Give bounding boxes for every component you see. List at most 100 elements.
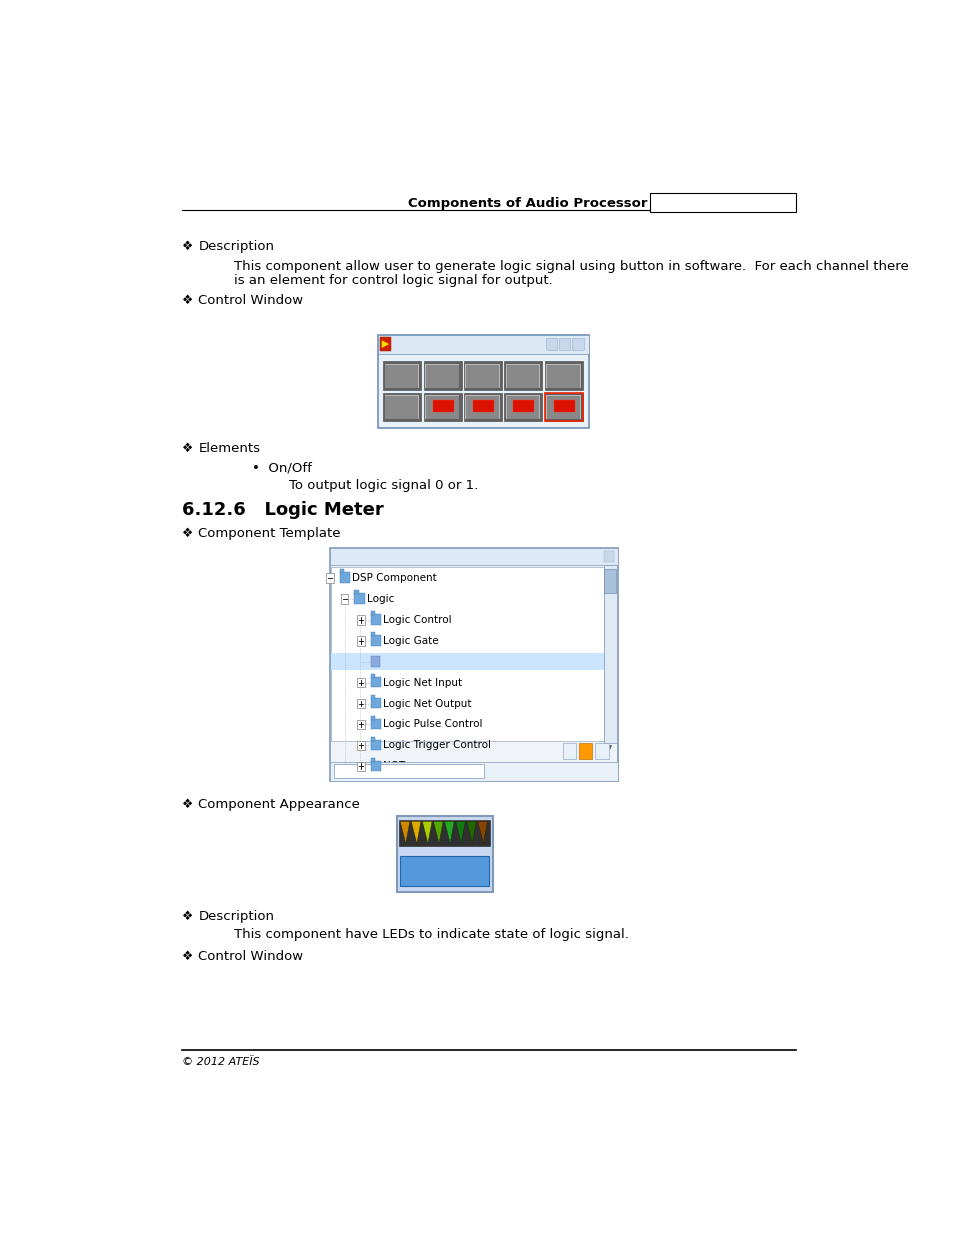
Bar (425, 364, 459, 388)
Bar (466, 396, 498, 419)
Text: ❖: ❖ (182, 294, 193, 306)
Bar (384, 395, 418, 419)
Bar (385, 366, 418, 388)
Bar (396, 816, 492, 892)
Text: Components of Audio Processor: Components of Audio Processor (408, 196, 647, 210)
Bar (357, 720, 364, 729)
Polygon shape (477, 821, 487, 844)
Bar (544, 361, 582, 390)
Text: 6.12.6   Logic Meter: 6.12.6 Logic Meter (182, 500, 383, 519)
Bar (370, 737, 375, 741)
Text: 3: 3 (519, 370, 527, 380)
Bar (544, 393, 582, 421)
Text: ❖: ❖ (182, 527, 193, 540)
Bar (425, 364, 459, 388)
Text: ❖: ❖ (182, 910, 193, 923)
Bar (370, 758, 375, 762)
Bar (504, 361, 542, 390)
Bar (603, 569, 616, 593)
Text: Description: Description (198, 240, 274, 253)
Bar (506, 366, 539, 388)
Bar (425, 396, 458, 419)
Text: ▼: ▼ (474, 768, 477, 773)
Bar (465, 364, 499, 388)
Text: Device Module: Device Module (337, 767, 399, 776)
Text: On/Off: On/Off (390, 401, 415, 411)
Polygon shape (444, 821, 454, 844)
Bar (465, 364, 499, 388)
Bar (339, 569, 344, 573)
Text: ❖: ❖ (182, 798, 193, 811)
Bar (370, 761, 380, 771)
Bar (330, 762, 618, 781)
Text: 2: 2 (479, 370, 486, 380)
Text: -: - (550, 341, 552, 347)
Text: Control Window: Control Window (198, 950, 303, 963)
Bar (463, 393, 501, 421)
Bar (425, 366, 458, 388)
Bar (506, 396, 539, 419)
Bar (385, 396, 418, 419)
Bar (558, 338, 570, 350)
Bar (463, 361, 501, 390)
Bar (473, 400, 494, 412)
Bar (357, 762, 364, 771)
Text: Logic Meter: Logic Meter (382, 657, 443, 667)
Text: Control Window: Control Window (198, 294, 303, 306)
Bar (370, 632, 375, 636)
Bar (603, 551, 613, 562)
Text: 1: 1 (439, 370, 446, 380)
Polygon shape (422, 821, 432, 844)
Text: □: □ (560, 341, 567, 347)
Bar (400, 856, 488, 887)
Bar (545, 364, 580, 388)
Bar (553, 400, 574, 412)
Text: X: X (575, 341, 579, 347)
Bar (334, 764, 483, 778)
Bar (330, 547, 618, 564)
Text: Logic Control: Logic Control (394, 340, 462, 350)
Text: 4: 4 (560, 370, 567, 380)
Polygon shape (400, 821, 410, 844)
Bar (354, 590, 358, 594)
Text: Component Appearance: Component Appearance (198, 798, 360, 811)
Text: ❖: ❖ (182, 240, 193, 253)
Text: This component have LEDs to indicate state of logic signal.: This component have LEDs to indicate sta… (233, 929, 628, 941)
Text: x: x (606, 553, 610, 559)
Bar (370, 677, 380, 688)
Text: Description: Description (198, 910, 274, 923)
Bar (466, 366, 498, 388)
Text: Elements: Elements (198, 442, 260, 456)
Text: DSP Component: DSP Component (352, 573, 436, 583)
Text: ❖: ❖ (182, 950, 193, 963)
Bar (339, 572, 350, 583)
Bar (595, 743, 608, 758)
Polygon shape (433, 821, 442, 844)
Bar (357, 741, 364, 750)
Bar (505, 395, 539, 419)
Bar (545, 364, 580, 388)
Bar (505, 364, 539, 388)
Text: ▲: ▲ (607, 555, 612, 559)
Text: Main - DSP Components: Main - DSP Components (335, 551, 460, 561)
Bar (370, 674, 375, 678)
Bar (545, 338, 557, 350)
Bar (505, 395, 539, 419)
Text: ▼: ▼ (607, 746, 612, 751)
Bar (354, 593, 364, 604)
Bar (383, 361, 421, 390)
Bar (425, 395, 459, 419)
Bar (384, 395, 418, 419)
Bar (504, 393, 542, 421)
Bar (331, 653, 603, 671)
Bar (383, 393, 421, 421)
Text: Logic Pulse Control: Logic Pulse Control (383, 720, 482, 730)
Bar (370, 716, 375, 720)
Bar (370, 698, 380, 709)
Bar (505, 364, 539, 388)
Bar (357, 615, 364, 625)
Bar (370, 611, 375, 615)
Bar (545, 395, 580, 419)
Bar (432, 400, 453, 412)
Bar (377, 335, 588, 353)
